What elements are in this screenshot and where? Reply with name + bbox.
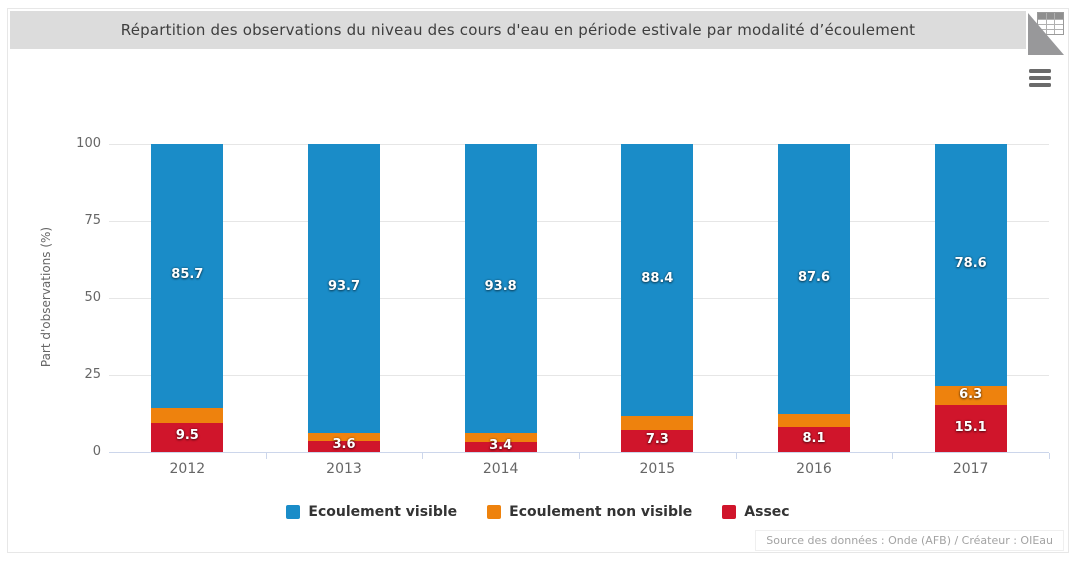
bar-data-label: 3.4	[489, 437, 513, 453]
bar-data-label: 9.5	[175, 428, 199, 444]
table-grid-icon	[1037, 12, 1064, 35]
bar-data-label: 93.8	[484, 279, 517, 295]
title-bar: Répartition des observations du niveau d…	[10, 11, 1026, 49]
y-axis-tick-label: 25	[84, 367, 101, 382]
bar-segment-ecoulement-non-visible[interactable]	[464, 432, 537, 442]
gridline	[109, 144, 1049, 145]
bar-segment-assec[interactable]	[934, 405, 1007, 452]
bar-segment-ecoulement-non-visible[interactable]	[934, 386, 1007, 406]
x-axis-category-label: 2015	[639, 461, 676, 477]
y-axis-tick-label: 0	[92, 444, 101, 459]
bar-segment-assec[interactable]	[308, 440, 380, 452]
bar-segment-ecoulement-visible[interactable]	[621, 144, 694, 417]
x-axis-category-label: 2017	[952, 461, 989, 477]
x-axis-tick	[735, 453, 737, 459]
bar-segment-ecoulement-visible[interactable]	[464, 144, 537, 433]
x-axis-category-label: 2012	[169, 461, 206, 477]
legend: Ecoulement visible Ecoulement non visible…	[8, 504, 1068, 520]
bar-segment-assec[interactable]	[778, 427, 850, 452]
bar-data-label: 88.4	[641, 271, 674, 287]
hamburger-icon	[1029, 76, 1051, 80]
bar-data-label: 3.6	[332, 437, 356, 453]
x-axis-tick	[579, 453, 580, 459]
y-axis-tick-label: 100	[76, 136, 101, 151]
x-axis-tick	[892, 453, 894, 459]
hamburger-icon	[1029, 69, 1051, 73]
gridline	[109, 221, 1049, 222]
bar-data-label: 85.7	[171, 266, 204, 282]
bar-data-label: 15.1	[954, 419, 987, 435]
bar-segment-ecoulement-visible[interactable]	[308, 144, 380, 433]
data-table-toggle-button[interactable]	[1028, 9, 1065, 56]
bar-segment-ecoulement-visible[interactable]	[934, 144, 1007, 387]
legend-label: Ecoulement non visible	[509, 504, 693, 520]
bar-segment-assec[interactable]	[151, 422, 224, 452]
bar-segment-assec[interactable]	[621, 429, 694, 452]
x-axis-tick	[265, 453, 267, 459]
gridline	[109, 298, 1049, 299]
y-axis-tick-label: 50	[84, 290, 101, 305]
x-axis-tick	[1049, 453, 1050, 459]
bar-data-label: 78.6	[954, 256, 987, 272]
legend-swatch-icon	[722, 505, 737, 519]
bar-data-label: 6.3	[959, 386, 983, 402]
plot-area: Part d'observations (%) 0 25 50 75 100 9.5 85.…	[8, 9, 1068, 552]
hamburger-icon	[1029, 83, 1051, 87]
legend-item-ecoulement-visible[interactable]: Ecoulement visible	[286, 504, 457, 520]
bar-segment-ecoulement-visible[interactable]	[151, 144, 224, 408]
x-axis-category-label: 2014	[482, 461, 519, 477]
legend-swatch-icon	[487, 505, 502, 519]
gridline	[109, 375, 1049, 376]
bar-data-label: 93.7	[327, 279, 361, 295]
bar-segment-assec[interactable]	[464, 441, 537, 452]
bar-segment-ecoulement-non-visible[interactable]	[151, 407, 224, 423]
y-axis-title: Part d'observations (%)	[39, 226, 53, 368]
legend-label: Ecoulement visible	[308, 504, 458, 520]
legend-item-assec[interactable]: Assec	[722, 504, 790, 520]
credits-link[interactable]: Source des données : Onde (AFB) / Créate…	[755, 530, 1064, 551]
bar-data-label: 8.1	[802, 430, 826, 446]
bar-data-label: 87.6	[797, 269, 831, 285]
x-axis-tick	[422, 453, 424, 459]
bar-segment-ecoulement-non-visible[interactable]	[778, 413, 850, 428]
x-axis-line	[109, 452, 1049, 453]
legend-item-ecoulement-non-visible[interactable]: Ecoulement non visible	[487, 504, 692, 520]
y-axis-tick-label: 75	[84, 213, 101, 228]
bar-segment-ecoulement-non-visible[interactable]	[621, 416, 694, 430]
x-axis-category-label: 2013	[326, 461, 362, 477]
bar-data-label: 7.3	[645, 431, 669, 447]
bar-segment-ecoulement-visible[interactable]	[778, 144, 850, 414]
legend-swatch-icon	[286, 505, 301, 519]
legend-label: Assec	[744, 504, 790, 520]
x-axis-category-label: 2016	[796, 461, 832, 477]
context-menu-button[interactable]	[1029, 67, 1053, 89]
chart-title: Répartition des observations du niveau d…	[120, 21, 916, 39]
chart-widget: Répartition des observations du niveau d…	[7, 8, 1069, 553]
bar-segment-ecoulement-non-visible[interactable]	[308, 432, 380, 441]
